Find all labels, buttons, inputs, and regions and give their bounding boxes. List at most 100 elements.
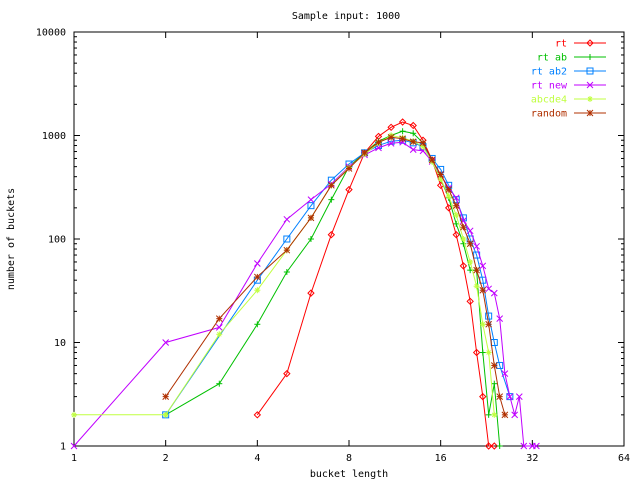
data-point-cross [307,196,315,204]
data-point-diamond [472,348,481,357]
data-point-star [491,411,498,418]
data-point-diamond [490,442,498,450]
legend: rt rt ab rt ab2 rt new abcde4 random [531,39,606,120]
data-point-cross [375,144,382,152]
y-axis-label: number of buckets [6,188,17,290]
data-point-cross [520,442,528,450]
data-point-square [506,393,514,401]
data-point-asterisk [253,273,261,281]
data-point-plus [307,236,314,242]
data-point-asterisk [479,286,487,294]
y-tick-label: 1 [60,442,66,453]
data-point-diamond [345,185,353,194]
data-point-asterisk [345,165,353,172]
x-tick-label: 64 [618,453,630,464]
data-point-star [467,258,474,265]
x-tick-label: 32 [526,453,538,464]
data-point-diamond [398,118,407,126]
data-point-diamond [409,121,417,130]
data-point-cross [215,324,223,331]
series-rt-ab [162,128,503,449]
data-point-asterisk [501,411,509,419]
data-point-asterisk [327,181,335,189]
series-line [165,136,506,415]
data-point-diamond [327,231,336,239]
data-point-asterisk [162,393,170,400]
data-point-plus [328,196,335,203]
data-point-diamond [253,411,262,419]
legend-label: random [531,109,567,120]
data-point-diamond [484,442,493,450]
data-point-diamond [387,123,395,132]
chart-title: Sample input: 1000 [292,11,400,22]
series-lines [70,118,540,450]
data-point-plus [399,128,406,135]
data-point-diamond [479,392,487,401]
data-point-diamond [283,369,291,378]
data-point-cross [511,411,519,419]
data-point-star [587,96,593,102]
series-rt [253,118,498,450]
data-point-cross [490,289,498,297]
data-point-asterisk [419,139,427,147]
data-point-square [586,67,594,75]
data-point-asterisk [375,138,382,146]
data-point-plus [216,380,223,387]
series-line [73,141,537,447]
data-point-asterisk [399,135,406,143]
y-tick-label: 10 [54,338,66,349]
legend-label: rt ab2 [531,67,567,78]
data-point-asterisk [586,109,594,117]
series-random [162,133,509,419]
legend-label: rt new [531,81,568,92]
data-point-cross [253,260,261,267]
data-point-asterisk [466,240,474,248]
data-point-cross [283,215,291,223]
series-line [74,134,495,416]
data-point-plus [283,268,290,275]
data-point-asterisk [215,315,223,323]
data-point-star [216,331,223,338]
data-point-plus [479,349,486,356]
series-abcde4 [71,132,498,418]
data-point-plus [485,411,492,418]
x-tick-label: 16 [435,453,447,464]
data-point-cross [452,194,460,202]
data-point-cross [162,339,170,346]
data-point-star [473,283,480,290]
data-point-cross [409,146,417,153]
x-tick-label: 8 [346,453,352,464]
data-point-diamond [444,204,453,212]
series-line [165,139,511,416]
data-point-star [254,287,261,294]
data-point-square [283,235,291,243]
data-point-asterisk [485,320,493,328]
data-point-cross [586,81,594,89]
data-point-cross [496,315,504,323]
series-line [256,121,495,447]
x-tick-label: 4 [254,453,260,464]
data-point-star [485,349,492,356]
data-point-asterisk [437,171,445,178]
data-point-plus [496,443,503,449]
data-point-asterisk [361,149,368,157]
data-point-diamond [466,297,474,306]
data-point-star [460,236,467,242]
data-point-plus [587,54,593,60]
data-point-asterisk [283,246,291,254]
data-point-cross [533,442,540,450]
data-point-asterisk [496,393,504,400]
data-point-asterisk [460,223,467,231]
y-tick-label: 100 [48,235,66,246]
legend-label: rt ab [537,53,567,64]
series-line [165,130,501,447]
data-point-asterisk [490,362,498,369]
data-point-cross [515,393,523,400]
x-tick-label: 2 [163,453,169,464]
data-point-star [162,411,169,418]
data-point-cross [419,147,427,155]
data-point-asterisk [445,186,453,193]
data-point-asterisk [473,266,480,274]
y-tick-label: 10000 [36,28,66,39]
